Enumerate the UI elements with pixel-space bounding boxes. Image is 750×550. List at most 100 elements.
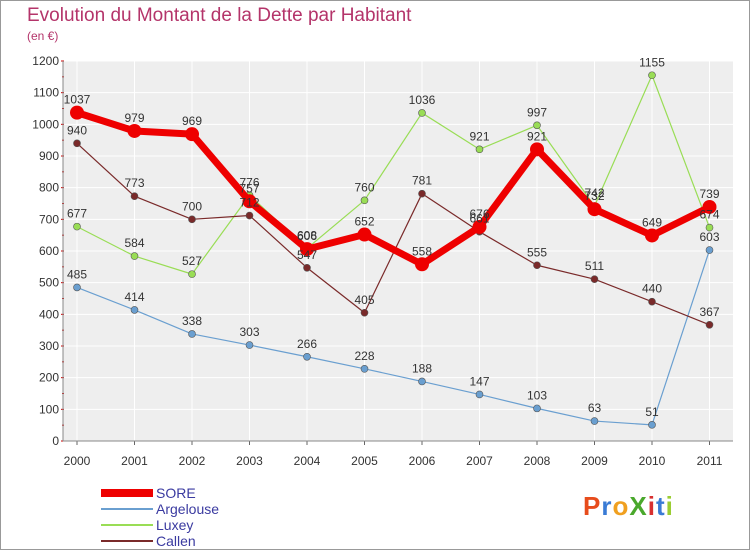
- logo-letter: t: [655, 491, 666, 521]
- data-point-callen: [303, 263, 311, 272]
- data-point-argelouse: [360, 364, 369, 373]
- legend-label: SORE: [156, 485, 196, 501]
- data-label-sore: 558: [412, 244, 432, 258]
- y-tick-label: 500: [39, 276, 59, 290]
- data-label-sore: 739: [699, 187, 719, 201]
- y-tick-label: 100: [39, 402, 59, 416]
- data-label-luxey: 921: [469, 129, 489, 143]
- data-point-argelouse: [705, 246, 714, 254]
- data-point-sore: [702, 199, 717, 214]
- data-point-argelouse: [188, 330, 196, 338]
- data-label-sore: 732: [584, 189, 604, 203]
- data-label-sore: 979: [124, 111, 144, 125]
- data-label-sore: 652: [354, 215, 374, 229]
- logo-letter: P: [583, 491, 602, 521]
- data-label-callen: 661: [469, 212, 489, 226]
- data-point-callen: [648, 297, 656, 306]
- data-label-callen: 781: [412, 174, 432, 188]
- data-point-argelouse: [130, 306, 139, 314]
- y-tick-label: 900: [39, 149, 59, 163]
- x-tick-label: 2007: [466, 454, 493, 468]
- data-point-argelouse: [73, 283, 81, 292]
- x-tick-label: 2004: [294, 454, 321, 468]
- data-label-luxey: 1155: [639, 55, 665, 69]
- y-tick-label: 400: [39, 307, 59, 321]
- data-point-argelouse: [475, 390, 484, 399]
- data-point-callen: [245, 211, 254, 220]
- data-label-callen: 440: [642, 282, 662, 296]
- legend-swatch: [101, 524, 153, 526]
- data-label-sore: 606: [297, 229, 317, 243]
- data-point-luxey: [188, 270, 196, 278]
- data-point-luxey: [533, 121, 541, 130]
- data-point-callen: [705, 320, 714, 329]
- x-tick-label: 2003: [236, 454, 263, 468]
- data-label-luxey: 584: [124, 236, 144, 250]
- data-point-callen: [418, 189, 426, 198]
- logo-letter: i: [647, 491, 656, 521]
- series-line-argelouse: [76, 249, 711, 426]
- y-tick-label: 1100: [33, 86, 59, 100]
- legend-label: Argelouse: [156, 501, 220, 517]
- data-label-argelouse: 303: [239, 325, 259, 339]
- data-label-luxey: 742: [584, 186, 604, 200]
- data-point-callen: [533, 261, 541, 270]
- data-point-argelouse: [590, 417, 599, 425]
- data-label-sore: 969: [182, 114, 202, 128]
- data-point-argelouse: [648, 421, 656, 429]
- data-label-callen: 555: [527, 245, 547, 259]
- legend-label: Luxey: [156, 517, 194, 533]
- data-label-argelouse: 414: [124, 290, 144, 304]
- data-label-argelouse: 51: [645, 405, 659, 419]
- logo-letter: X: [629, 491, 648, 521]
- y-tick-label: 0: [52, 434, 59, 448]
- x-tick-label: 2008: [524, 454, 551, 468]
- data-point-sore: [127, 123, 142, 138]
- data-label-sore: 921: [527, 129, 547, 143]
- data-label-callen: 700: [182, 199, 202, 213]
- data-label-sore: 649: [642, 215, 662, 229]
- data-point-callen: [360, 308, 369, 317]
- data-label-luxey: 1036: [409, 93, 436, 107]
- data-label-luxey: 674: [699, 208, 719, 222]
- data-label-luxey: 997: [527, 105, 547, 119]
- data-label-argelouse: 147: [469, 374, 489, 388]
- logo-letter: i: [665, 491, 674, 521]
- data-label-luxey: 608: [297, 228, 317, 242]
- data-point-luxey: [475, 145, 484, 154]
- data-label-argelouse: 103: [527, 388, 547, 402]
- data-point-sore: [357, 227, 372, 242]
- data-point-sore: [300, 242, 314, 257]
- data-point-luxey: [418, 109, 426, 117]
- chart-title: Evolution du Montant de la Dette par Hab…: [27, 5, 412, 26]
- proxiti-logo: ProXiti: [583, 491, 674, 522]
- legend-label: Callen: [156, 533, 196, 549]
- data-label-luxey: 677: [67, 207, 87, 221]
- data-point-sore: [185, 127, 199, 142]
- x-tick-label: 2011: [697, 454, 723, 468]
- y-tick-label: 800: [39, 181, 59, 195]
- y-tick-label: 200: [39, 371, 59, 385]
- data-point-luxey: [360, 196, 369, 205]
- data-label-callen: 773: [124, 176, 144, 190]
- logo-letter: o: [612, 491, 630, 521]
- x-tick-label: 2002: [179, 454, 206, 468]
- data-label-argelouse: 188: [412, 361, 432, 375]
- data-label-callen: 511: [585, 259, 604, 273]
- data-point-argelouse: [533, 404, 541, 413]
- data-point-sore: [70, 105, 84, 120]
- data-point-sore: [645, 228, 659, 243]
- data-label-luxey: 776: [239, 175, 259, 189]
- data-label-sore: 1037: [64, 93, 91, 107]
- data-label-argelouse: 338: [182, 314, 202, 328]
- data-point-sore: [530, 142, 544, 157]
- x-tick-label: 2006: [409, 454, 436, 468]
- data-label-argelouse: 63: [588, 401, 602, 415]
- data-label-luxey: 760: [354, 180, 374, 194]
- data-point-argelouse: [418, 377, 426, 386]
- data-point-sore: [472, 219, 487, 234]
- logo-letter: r: [601, 491, 613, 521]
- data-label-callen: 547: [297, 248, 317, 262]
